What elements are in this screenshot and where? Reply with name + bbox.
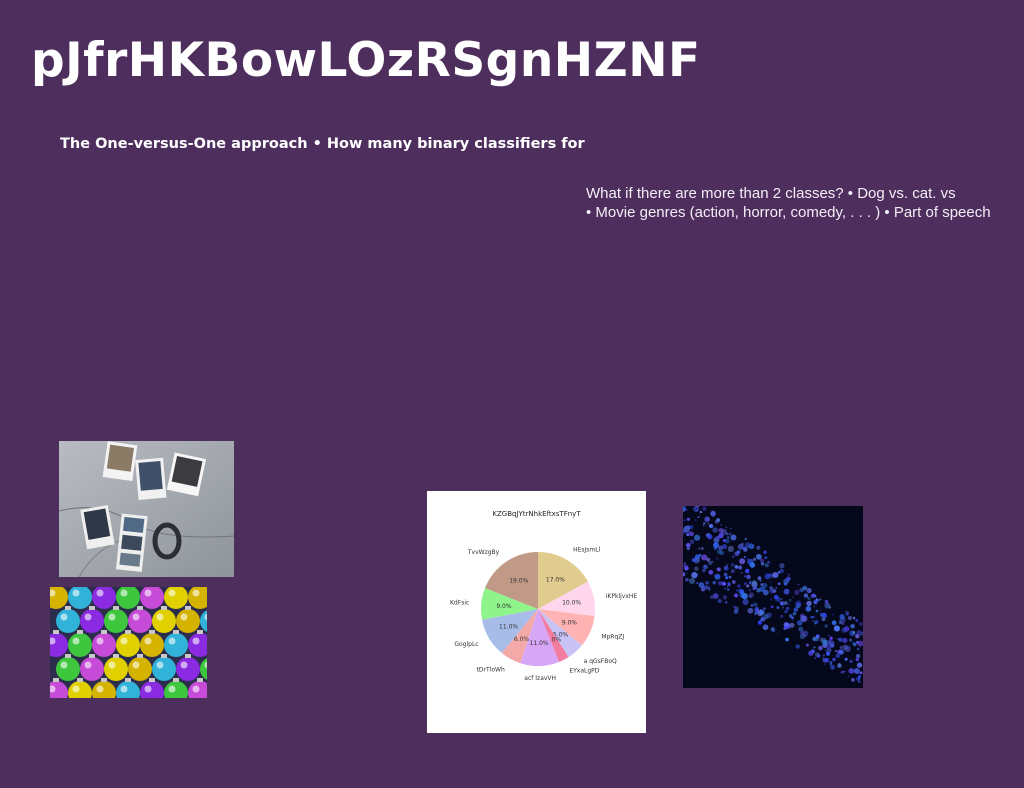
pie-category-label: tDrTloWh [477, 666, 505, 673]
chart-title: KZGBqJYtrNhkEftxsTFnyT [492, 510, 581, 518]
pie-percent-label: 10.0% [562, 600, 581, 607]
slide-body-text: What if there are more than 2 classes? •… [586, 185, 1022, 222]
photos-image [59, 441, 234, 577]
ornaments-image [50, 587, 207, 698]
pie-percent-label: 11.0% [530, 640, 549, 647]
pie-slice [538, 609, 569, 662]
pie-slice [520, 609, 559, 666]
body-line: What if there are more than 2 classes? •… [586, 185, 956, 202]
pie-slice [538, 609, 595, 646]
pie-percent-label: 19.0% [509, 578, 528, 585]
pie-percent-label: 9.0% [496, 603, 512, 610]
particles-image [683, 506, 863, 688]
pie-percent-label: 11.0% [499, 623, 518, 630]
pie-percent-label: 6.0% [514, 636, 530, 643]
slide-title: pJfrHKBowLOzRSgnHZNF [31, 33, 701, 88]
slide-subtitle: The One-versus-One approach • How many b… [60, 136, 585, 152]
pie-slice [538, 609, 582, 658]
pie-chart-image: KZGBqJYtrNhkEftxsTFnyT 17.0% HEsJsmLl 10.0… [427, 491, 646, 733]
pie-slice [485, 552, 538, 609]
pie-category-label: EYxaLgPD [569, 667, 599, 674]
pie-percent-label: 3.0% [546, 636, 562, 643]
body-line: • Movie genres (action, horror, comedy, … [586, 203, 991, 221]
pie-category-label: a qGsFBoQ [584, 658, 617, 665]
pie-percent-label: 5.0% [553, 632, 569, 639]
pie-category-label: KdFsic [450, 600, 469, 607]
pie-slice [538, 581, 595, 617]
pie-category-label: acf IzavVH [524, 675, 556, 682]
pie-slice [538, 552, 588, 609]
pie-slice [501, 609, 538, 664]
pie-category-label: MpRqZJ [601, 633, 624, 640]
pie-category-label: HEsJsmLl [573, 547, 601, 554]
pie-percent-label: 17.0% [546, 577, 565, 584]
pie-category-label: GoglpLc [454, 641, 478, 648]
pie-percent-label: 9.0% [562, 620, 578, 627]
pie-slice [482, 609, 538, 653]
pie-category-label: TvvWzgBy [467, 549, 500, 556]
pie-category-label: iKPkljvxHE [606, 593, 638, 600]
pie-slice [481, 588, 538, 620]
